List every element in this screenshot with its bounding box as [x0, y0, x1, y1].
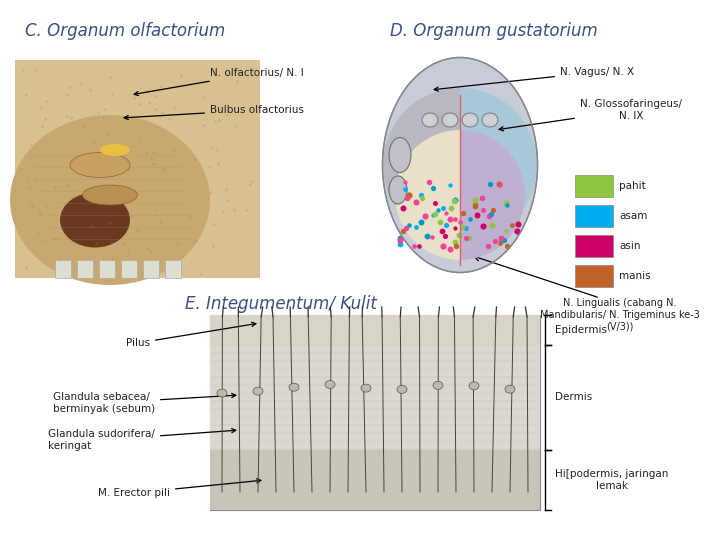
Bar [210, 345, 540, 450]
Ellipse shape [469, 382, 479, 390]
Ellipse shape [361, 384, 371, 392]
Text: asam: asam [619, 211, 647, 221]
Bar [575, 235, 613, 257]
Text: Dermis: Dermis [555, 393, 593, 402]
Text: D. Organum gustatorium: D. Organum gustatorium [390, 22, 598, 40]
Wedge shape [460, 88, 537, 242]
Ellipse shape [289, 383, 299, 392]
Bar [575, 205, 613, 227]
Text: N. Vagus/ N. X: N. Vagus/ N. X [434, 67, 634, 91]
Bar [165, 260, 181, 278]
Text: Hi[podermis, jaringan
lemak: Hi[podermis, jaringan lemak [555, 469, 668, 491]
Text: Glandula sudorifera/
keringat: Glandula sudorifera/ keringat [48, 429, 236, 451]
Text: asin: asin [619, 241, 641, 251]
Ellipse shape [433, 381, 443, 389]
Ellipse shape [389, 176, 407, 204]
Ellipse shape [253, 387, 263, 395]
Wedge shape [460, 130, 525, 260]
Wedge shape [395, 130, 460, 260]
Text: N. Lingualis (cabang N.
Mandibularis/ N. Trigeminus ke-3
(V/3)): N. Lingualis (cabang N. Mandibularis/ N.… [540, 298, 700, 331]
Ellipse shape [60, 192, 130, 247]
Text: manis: manis [619, 271, 651, 281]
Bar [210, 315, 540, 510]
Bar [143, 260, 159, 278]
Text: N. Glossofaringeus/
N. IX: N. Glossofaringeus/ N. IX [499, 99, 682, 131]
Ellipse shape [462, 113, 478, 127]
Ellipse shape [422, 113, 438, 127]
Ellipse shape [217, 389, 227, 397]
Text: M. Erector pili: M. Erector pili [98, 479, 261, 498]
Ellipse shape [382, 57, 538, 273]
Text: Glandula sebacea/
berminyak (sebum): Glandula sebacea/ berminyak (sebum) [53, 392, 236, 414]
Bar [15, 60, 260, 278]
Bar [575, 265, 613, 287]
Ellipse shape [10, 115, 210, 285]
Bar [210, 450, 540, 510]
Text: Bulbus olfactorius: Bulbus olfactorius [124, 105, 304, 119]
Wedge shape [383, 88, 460, 242]
Bar [99, 260, 115, 278]
Bar [121, 260, 137, 278]
Bar [575, 175, 613, 197]
Ellipse shape [442, 113, 458, 127]
Text: E. Integumentum/ Kulit: E. Integumentum/ Kulit [185, 295, 377, 313]
Ellipse shape [83, 185, 138, 205]
Text: pahit: pahit [619, 181, 646, 191]
Text: Pilus: Pilus [126, 322, 256, 348]
Ellipse shape [482, 113, 498, 127]
Bar [55, 260, 71, 278]
Ellipse shape [100, 144, 130, 156]
Text: C. Organum olfactorium: C. Organum olfactorium [25, 22, 225, 40]
Ellipse shape [505, 385, 515, 393]
Ellipse shape [70, 152, 130, 178]
Text: N. olfactorius/ N. I: N. olfactorius/ N. I [134, 68, 304, 96]
Bar [77, 260, 93, 278]
Bar [210, 315, 540, 345]
Ellipse shape [389, 138, 411, 172]
Ellipse shape [325, 381, 335, 388]
Text: Epidermis: Epidermis [555, 325, 607, 335]
Ellipse shape [397, 386, 407, 393]
